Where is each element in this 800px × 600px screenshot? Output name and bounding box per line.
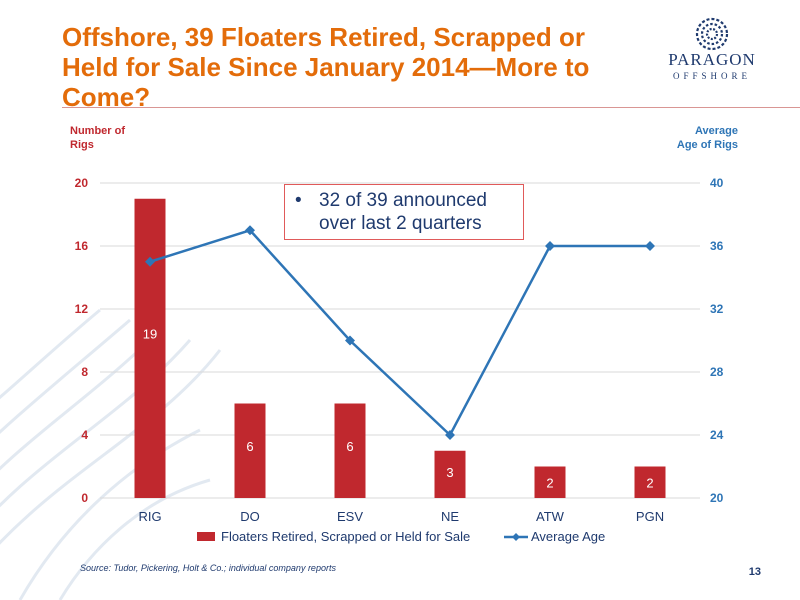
- y-tick-label-right: 36: [710, 239, 724, 253]
- left-axis-title: Number of Rigs: [70, 125, 125, 151]
- bar-data-label: 6: [246, 439, 253, 454]
- shell-watermark-icon: [0, 308, 222, 600]
- callout-bullet: •: [295, 190, 302, 211]
- y-tick-label-left: 16: [75, 239, 89, 253]
- bar: [434, 450, 466, 498]
- line-point: [445, 430, 455, 440]
- y-tick-label-right: 32: [710, 302, 724, 316]
- legend-bar-swatch: [197, 532, 215, 541]
- y-tick-label-right: 20: [710, 491, 724, 505]
- logo-wordmark: PARAGON: [668, 50, 756, 69]
- legend-line-marker: [512, 533, 520, 541]
- callout-text: 32 of 39 announced over last 2 quarters: [319, 190, 487, 234]
- y-tick-label-left: 20: [75, 176, 89, 190]
- bar: [634, 466, 666, 498]
- bar: [334, 403, 366, 498]
- bar: [534, 466, 566, 498]
- x-tick-label: DO: [240, 509, 260, 524]
- bar: [134, 198, 166, 498]
- y-tick-label-right: 40: [710, 176, 724, 190]
- y-tick-label-left: 4: [81, 428, 88, 442]
- bar-data-label: 3: [446, 465, 453, 480]
- y-tick-label-right: 28: [710, 365, 724, 379]
- bar-data-label: 19: [143, 326, 157, 341]
- line-point: [245, 225, 255, 236]
- right-axis-title: Average Age of Rigs: [676, 125, 738, 151]
- x-tick-label: NE: [441, 509, 459, 524]
- paragon-logo: PARAGON OFFSHORE: [636, 16, 788, 86]
- x-tick-label: ESV: [337, 509, 363, 524]
- slide-title: Offshore, 39 Floaters Retired, Scrapped …: [62, 22, 590, 112]
- page-number: 13: [748, 566, 761, 578]
- bar: [234, 403, 266, 498]
- legend-line-label: Average Age: [531, 529, 605, 544]
- legend-bar-label: Floaters Retired, Scrapped or Held for S…: [221, 529, 470, 544]
- callout-box: • 32 of 39 announced over last 2 quarter…: [284, 184, 524, 240]
- bar-data-label: 2: [646, 475, 653, 490]
- logo-subtitle: OFFSHORE: [672, 71, 751, 81]
- x-tick-label: PGN: [636, 509, 664, 524]
- line-point: [645, 241, 655, 251]
- y-tick-label-left: 12: [75, 302, 89, 316]
- y-tick-label-right: 24: [710, 428, 724, 442]
- source-note: Source: Tudor, Pickering, Holt & Co.; in…: [80, 563, 336, 573]
- y-tick-label-left: 8: [81, 365, 88, 379]
- x-tick-label: RIG: [138, 509, 161, 524]
- y-tick-label-left: 0: [81, 491, 88, 505]
- bar-data-label: 2: [546, 475, 553, 490]
- title-divider: [62, 107, 800, 108]
- line-point: [145, 256, 155, 267]
- x-tick-label: ATW: [536, 509, 565, 524]
- average-age-line: [149, 228, 650, 438]
- bar-data-label: 6: [346, 439, 353, 454]
- nautilus-icon: [695, 17, 729, 51]
- line-point: [345, 335, 355, 346]
- line-point: [545, 241, 555, 251]
